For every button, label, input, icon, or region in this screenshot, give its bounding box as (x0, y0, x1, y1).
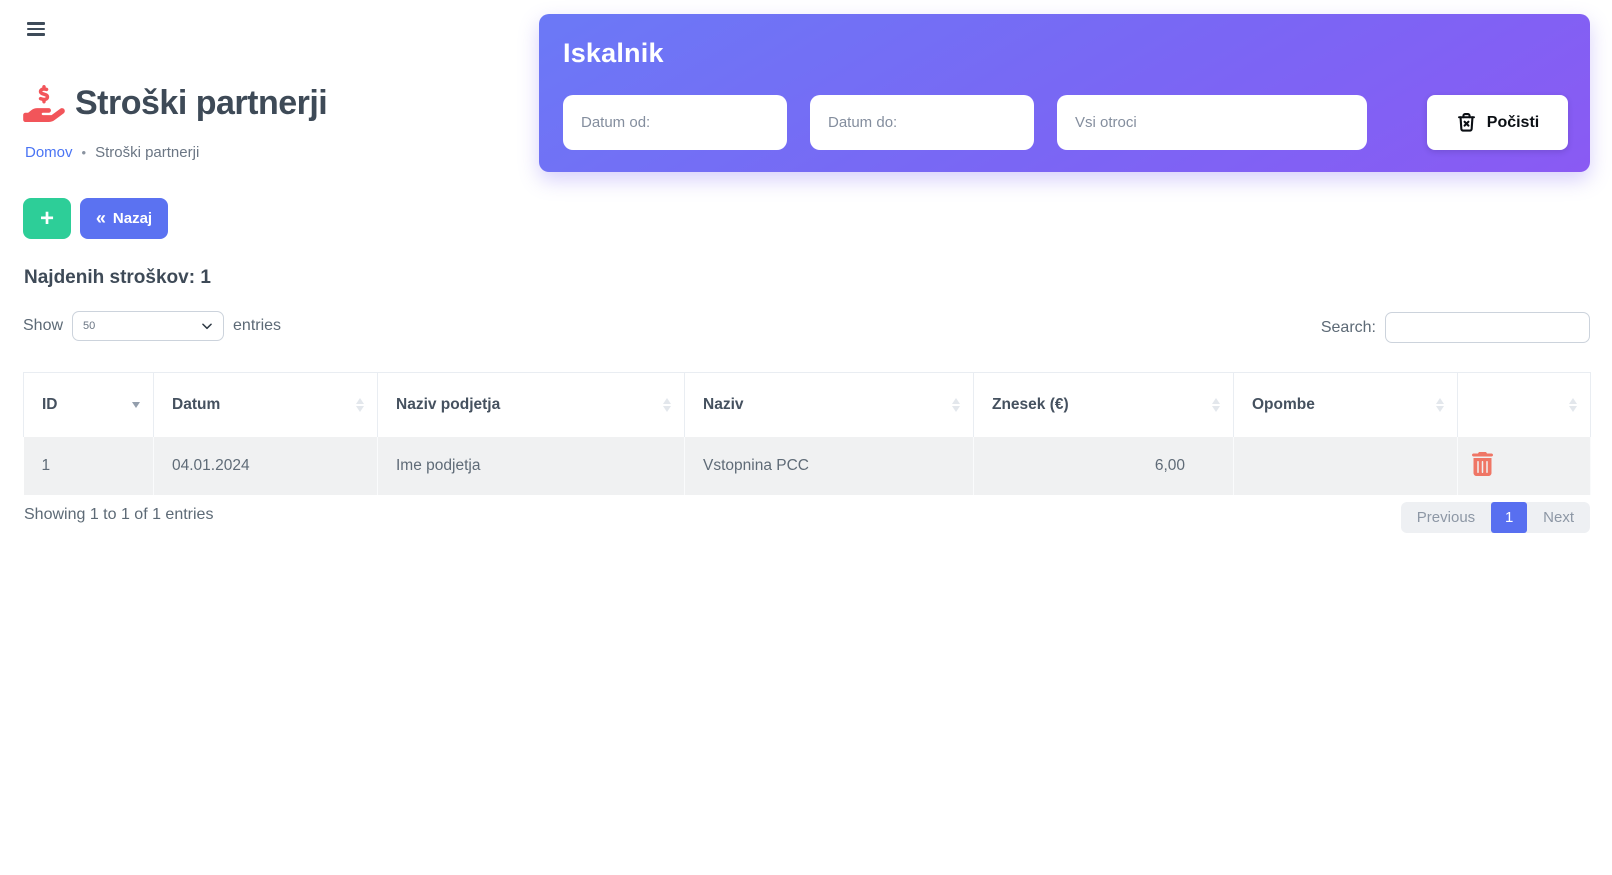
pagination-page-1-button[interactable]: 1 (1491, 502, 1528, 533)
sort-both-icon (1212, 397, 1220, 412)
menu-toggle-button[interactable] (27, 18, 53, 40)
table-header-row: ID Datum Naziv podjetja Naziv Znesek (€) (23, 372, 1591, 437)
cell-id: 1 (23, 436, 154, 495)
sort-desc-icon (132, 401, 140, 408)
cell-opombe (1233, 436, 1458, 495)
sort-both-icon (1436, 397, 1444, 412)
show-label: Show (23, 317, 64, 334)
add-button[interactable]: + (23, 198, 71, 239)
trash-icon (1472, 452, 1493, 476)
search-label: Search: (1320, 318, 1376, 336)
table-length-menu: Show 50 entries (23, 311, 281, 341)
date-to-input[interactable] (810, 95, 1034, 150)
table-row: 1 04.01.2024 Ime podjetja Vstopnina PCC … (23, 436, 1591, 495)
table-search-input[interactable] (1385, 312, 1590, 343)
table-search: Search: (1321, 312, 1590, 343)
clear-filters-button[interactable]: Počisti (1427, 95, 1568, 150)
column-header-znesek[interactable]: Znesek (€) (973, 372, 1234, 437)
column-header-opombe[interactable]: Opombe (1233, 372, 1458, 437)
hand-holding-dollar-icon (23, 85, 65, 122)
results-summary: Najdenih stroškov: 1 (24, 267, 211, 288)
sort-both-icon (356, 397, 364, 412)
cell-znesek: 6,00 (973, 436, 1234, 495)
search-panel-title: Iskalnik (563, 38, 664, 68)
sort-both-icon (952, 397, 960, 412)
sort-both-icon (1569, 397, 1577, 412)
cell-actions (1457, 436, 1591, 495)
page-title-text: Stroški partnerji (75, 84, 328, 122)
breadcrumb-home-link[interactable]: Domov (25, 144, 73, 161)
breadcrumb-current: Stroški partnerji (95, 144, 200, 161)
delete-row-button[interactable] (1470, 450, 1495, 478)
cell-datum: 04.01.2024 (153, 436, 378, 495)
back-button[interactable]: « Nazaj (80, 198, 168, 239)
column-header-naziv-podjetja[interactable]: Naziv podjetja (377, 372, 685, 437)
page-length-select[interactable]: 50 (72, 311, 225, 341)
pagination: Previous 1 Next (1400, 502, 1590, 533)
breadcrumb-separator: • (81, 145, 87, 160)
column-header-datum[interactable]: Datum (153, 372, 378, 437)
column-header-actions[interactable] (1457, 372, 1591, 437)
breadcrumb: Domov • Stroški partnerji (25, 144, 199, 161)
search-panel: Iskalnik Počisti (539, 14, 1590, 172)
cell-naziv-podjetja: Ime podjetja (377, 436, 685, 495)
back-button-label: Nazaj (112, 210, 153, 227)
date-from-input[interactable] (563, 95, 787, 150)
table-info: Showing 1 to 1 of 1 entries (24, 506, 214, 523)
chevrons-left-icon: « (95, 207, 106, 228)
clear-button-label: Počisti (1486, 113, 1540, 131)
costs-table: ID Datum Naziv podjetja Naziv Znesek (€) (23, 372, 1591, 495)
trash-can-xmark-icon (1456, 112, 1477, 133)
column-header-id[interactable]: ID (23, 372, 154, 437)
hamburger-icon (27, 22, 45, 25)
pagination-next-button[interactable]: Next (1543, 509, 1574, 526)
entries-label: entries (233, 317, 282, 334)
pagination-previous-button[interactable]: Previous (1416, 509, 1476, 526)
column-header-naziv[interactable]: Naziv (684, 372, 974, 437)
sort-both-icon (663, 397, 671, 412)
page-title: Stroški partnerji (23, 84, 328, 123)
children-filter-input[interactable] (1057, 95, 1367, 150)
cell-naziv: Vstopnina PCC (684, 436, 974, 495)
